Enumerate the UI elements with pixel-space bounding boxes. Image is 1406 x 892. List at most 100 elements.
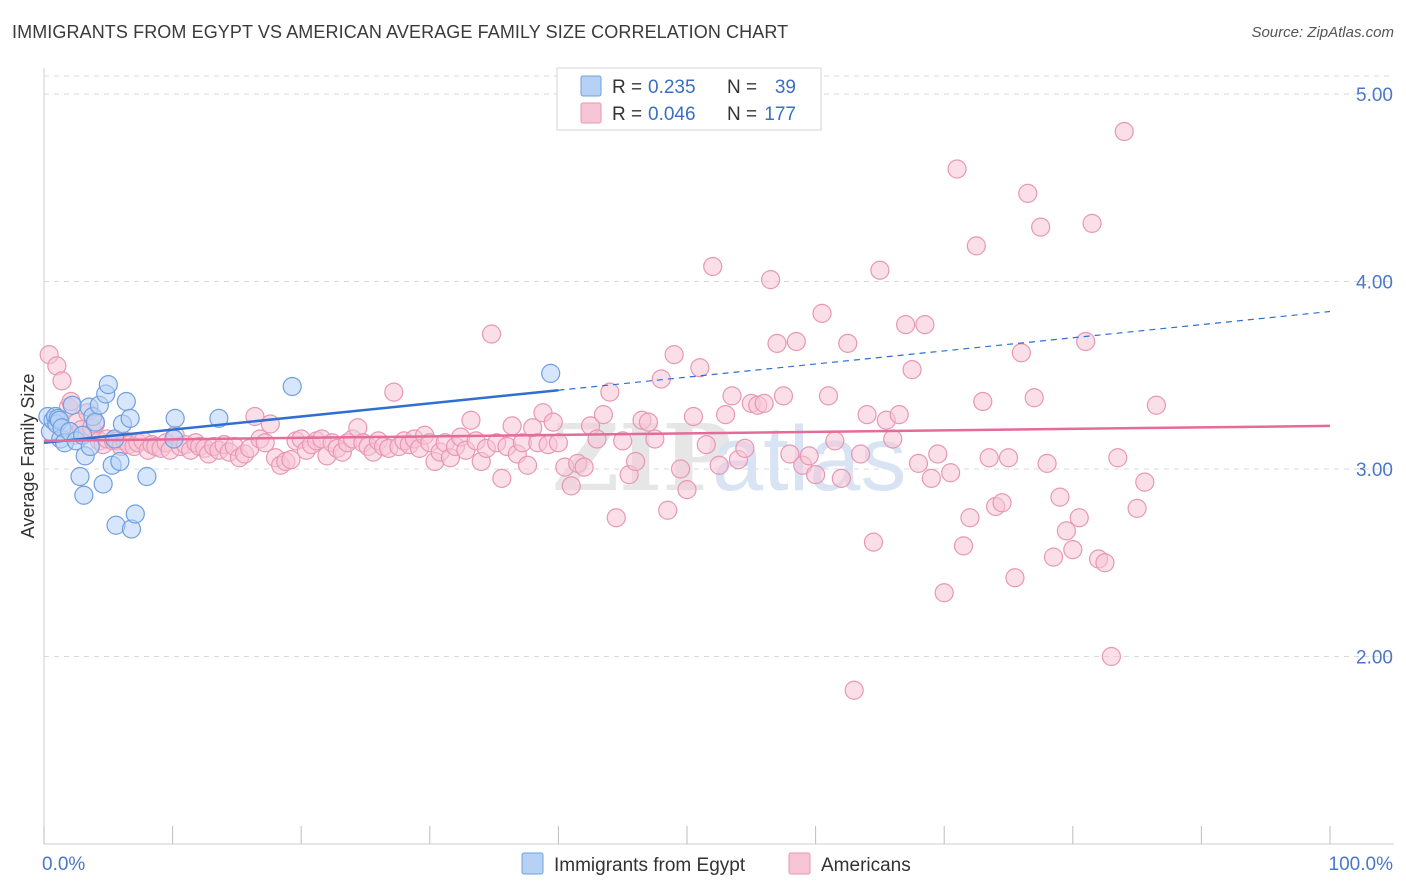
egypt-point	[110, 451, 130, 472]
legend-r-value: 0.046	[648, 104, 696, 125]
americans-point	[1056, 521, 1076, 541]
americans-point	[1069, 508, 1089, 528]
americans-point	[1095, 553, 1115, 573]
americans-point	[889, 405, 909, 425]
americans-point	[548, 433, 569, 453]
americans-point	[767, 333, 787, 353]
americans-point	[600, 382, 620, 402]
americans-point	[973, 391, 993, 412]
legend-n-label: N =	[727, 104, 757, 125]
legend-swatch	[580, 102, 602, 124]
correlation-legend: R = 0.235 N = 39 R = 0.046 N = 177	[556, 67, 822, 131]
americans-point	[812, 303, 832, 323]
americans-point	[818, 386, 839, 406]
americans-point	[625, 451, 646, 472]
americans-point	[831, 468, 851, 488]
americans-point	[638, 412, 659, 432]
series-legend: Immigrants from Egypt Americans	[521, 852, 911, 876]
americans-point	[786, 331, 806, 352]
americans-point	[915, 315, 935, 335]
americans-point	[709, 455, 729, 475]
americans-point	[683, 406, 704, 427]
americans-point	[883, 429, 903, 449]
egypt-trend-extension	[558, 310, 1331, 391]
bottom-legend-label: Americans	[821, 855, 911, 876]
americans-point	[870, 260, 890, 280]
americans-point	[1127, 498, 1147, 518]
americans-point	[1114, 121, 1134, 142]
americans-point	[960, 508, 980, 528]
americans-point	[760, 270, 781, 290]
legend-r-label: R =	[612, 77, 642, 98]
americans-point	[696, 435, 716, 455]
americans-point	[492, 468, 512, 488]
trend-lines	[43, 310, 1331, 444]
bottom-legend-label: Immigrants from Egypt	[554, 855, 746, 876]
legend-swatch	[580, 75, 602, 97]
egypt-point	[282, 376, 302, 397]
americans-point	[1135, 472, 1155, 492]
americans-point	[703, 256, 723, 277]
americans-point	[1063, 540, 1083, 560]
americans-point	[992, 493, 1012, 513]
americans-point	[953, 536, 974, 556]
americans-point	[281, 450, 301, 470]
americans-point	[722, 386, 742, 406]
egypt-point	[74, 485, 94, 505]
chart-title: IMMIGRANTS FROM EGYPT VS AMERICAN AVERAG…	[12, 22, 789, 42]
americans-point	[606, 508, 626, 528]
legend-n-value: 177	[764, 104, 796, 125]
egypt-point	[116, 391, 136, 412]
americans-point	[979, 448, 999, 468]
egypt-point	[125, 504, 145, 524]
americans-point	[908, 453, 929, 473]
americans-point	[1101, 646, 1121, 667]
americans-point	[857, 405, 877, 425]
americans-point	[735, 438, 755, 458]
americans-point	[574, 457, 594, 477]
x-tick-label: 100.0%	[1329, 854, 1394, 875]
americans-point	[838, 333, 858, 353]
americans-point	[260, 414, 280, 434]
egypt-point	[70, 466, 90, 487]
americans-point	[481, 324, 502, 344]
americans-point	[773, 386, 794, 406]
y-tick-label: 4.00	[1356, 273, 1393, 294]
americans-point	[1076, 331, 1096, 352]
americans-point	[805, 465, 826, 485]
egypt-point	[85, 412, 106, 432]
americans-point	[543, 412, 563, 432]
americans-point	[825, 431, 845, 451]
y-axis-label: Average Family Size	[18, 374, 38, 539]
americans-point	[1037, 453, 1057, 473]
x-tick-label: 0.0%	[42, 854, 85, 875]
grid-lines	[44, 75, 1394, 657]
americans-point	[947, 159, 967, 179]
americans-point	[561, 476, 581, 496]
bottom-legend-swatch	[521, 852, 544, 875]
tick-labels: 2.00 3.00 4.00 5.00 0.0% 100.0% Average Family…	[18, 85, 1393, 875]
americans-point	[651, 369, 671, 389]
americans-point	[658, 500, 678, 520]
americans-point	[613, 431, 633, 451]
egypt-point	[120, 408, 140, 428]
americans-point	[863, 532, 884, 552]
legend-n-value: 39	[775, 77, 796, 98]
americans-point	[896, 315, 916, 335]
americans-point	[1005, 568, 1025, 588]
americans-point	[502, 416, 522, 436]
egypt-point	[62, 395, 82, 415]
y-tick-label: 3.00	[1356, 460, 1393, 481]
legend-r-value: 0.235	[648, 77, 696, 98]
americans-point	[934, 583, 954, 603]
americans-point	[1146, 395, 1166, 415]
americans-point	[780, 444, 800, 464]
egypt-point	[98, 375, 118, 395]
americans-point	[52, 371, 72, 391]
americans-point	[593, 405, 614, 425]
americans-point	[664, 345, 684, 365]
americans-point	[921, 468, 941, 488]
americans-point	[851, 444, 871, 464]
americans-point	[677, 480, 697, 500]
americans-point	[928, 444, 948, 464]
